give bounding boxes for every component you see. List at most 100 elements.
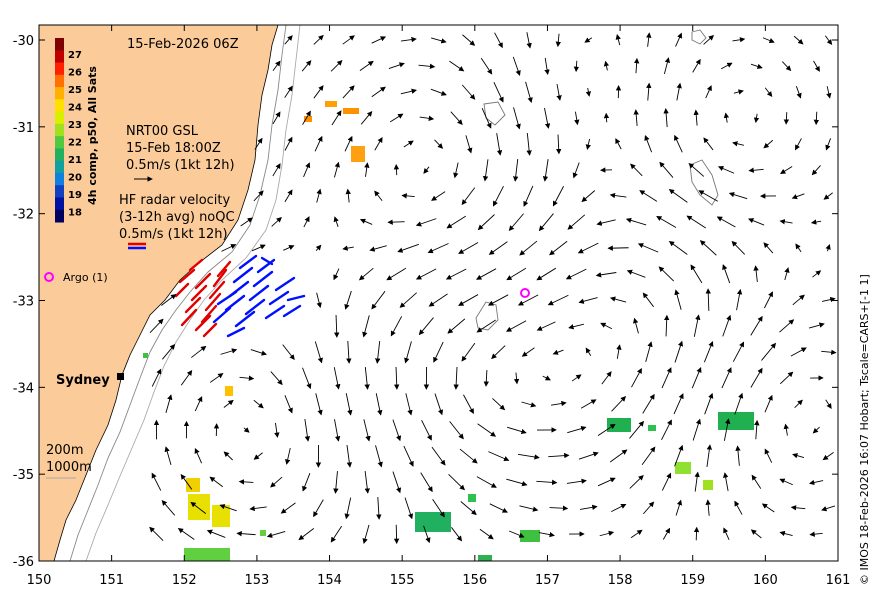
current-vector [630, 529, 643, 539]
current-vector [699, 240, 717, 256]
current-vector [658, 266, 675, 282]
current-vector [694, 471, 700, 492]
current-vector [762, 37, 775, 44]
current-vector-field [149, 32, 837, 545]
current-vector [333, 268, 340, 281]
current-vector [449, 421, 464, 440]
current-vector [513, 372, 520, 385]
current-vector [304, 419, 311, 442]
colorbar-tick-label: 26 [68, 68, 82, 79]
current-vector [597, 477, 616, 487]
x-tick-label: 150 [27, 573, 52, 588]
current-vector [544, 57, 550, 75]
current-vector [674, 340, 684, 363]
current-vector [342, 85, 355, 99]
current-vector [585, 347, 592, 356]
current-vector [284, 395, 293, 414]
y-tick-label: -30 [13, 34, 34, 49]
x-tick-label: 158 [608, 573, 633, 588]
current-vector [342, 245, 354, 251]
current-vector [567, 214, 586, 230]
current-vector [732, 141, 745, 147]
colorbar-tick-label: 22 [68, 138, 82, 149]
current-vector [571, 374, 582, 382]
current-vector [692, 58, 701, 73]
colorbar-swatch [55, 38, 64, 51]
current-vector [629, 474, 644, 489]
current-vector [404, 341, 412, 364]
current-vector [716, 216, 736, 228]
current-vector [253, 399, 264, 409]
current-vector [238, 479, 254, 485]
current-vector [717, 166, 735, 174]
current-vector [663, 108, 669, 128]
current-vector [272, 111, 281, 125]
hf-radar-red-vectors [174, 258, 232, 338]
current-vector [825, 243, 831, 252]
current-vector [451, 527, 463, 542]
current-vector [821, 505, 836, 512]
current-vector [333, 471, 339, 494]
current-vector [392, 471, 402, 494]
current-vector [392, 419, 402, 442]
colorbar-swatch [55, 136, 64, 149]
current-vector [253, 452, 263, 460]
depth-contour-200m [69, 25, 287, 561]
current-vector [698, 190, 718, 202]
current-vector [565, 268, 587, 280]
current-vector [397, 243, 419, 253]
current-vector [566, 478, 587, 484]
current-vector [428, 293, 448, 307]
current-vector [420, 472, 433, 493]
current-vector [795, 86, 802, 99]
current-vector [209, 373, 224, 383]
current-vector [728, 192, 748, 200]
colorbar-tick-label: 23 [68, 120, 82, 131]
current-vector [251, 244, 266, 252]
current-vector [344, 290, 352, 310]
current-vector [494, 32, 503, 49]
current-vector [488, 241, 508, 255]
current-vector [690, 264, 703, 284]
nrt-legend-line1: NRT00 GSL [126, 124, 199, 139]
current-vector [362, 315, 370, 338]
current-vector [517, 453, 540, 460]
current-vector [791, 193, 805, 200]
colorbar-tick-label: 27 [68, 50, 82, 61]
current-vector [686, 215, 706, 229]
current-vector [274, 422, 280, 438]
colorbar-swatch [55, 172, 64, 186]
current-vector [446, 215, 466, 229]
current-vector [790, 505, 806, 511]
current-vector [646, 82, 652, 101]
current-vector [404, 497, 414, 520]
current-vector [542, 159, 549, 182]
current-vector [358, 267, 374, 281]
current-vector [574, 111, 580, 126]
current-vector [334, 314, 340, 338]
current-vector [240, 217, 254, 227]
colorbar-tick-label: 19 [68, 190, 82, 201]
current-vector [601, 371, 612, 385]
current-vector [481, 107, 492, 129]
x-tick-label: 152 [172, 573, 197, 588]
current-vector [447, 318, 466, 334]
colorbar-swatch [55, 123, 64, 137]
current-vector [313, 34, 324, 45]
current-vector [254, 137, 263, 150]
current-vector [675, 499, 683, 516]
current-vector [792, 294, 805, 306]
current-vector [722, 264, 731, 284]
current-vector [609, 192, 627, 199]
current-vector [389, 113, 404, 123]
x-tick-label: 159 [680, 573, 705, 588]
current-vector [219, 504, 237, 512]
current-vector [609, 449, 628, 463]
current-vector [631, 367, 642, 388]
depth-legend-1000m: 1000m [46, 460, 92, 475]
x-tick-label: 155 [390, 573, 415, 588]
current-vector [272, 60, 281, 71]
current-vector [567, 425, 587, 434]
x-tick-label: 160 [753, 573, 778, 588]
current-vector [536, 321, 556, 331]
